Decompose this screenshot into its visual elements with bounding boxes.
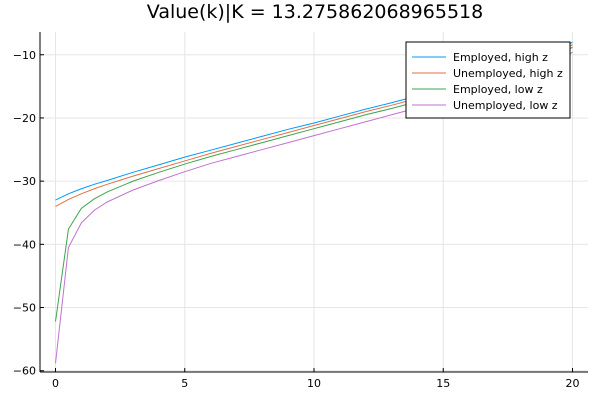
chart-title: Value(k)|K = 13.275862068965518 xyxy=(147,1,483,23)
x-tick-label: 5 xyxy=(181,377,188,390)
y-tick-label: −20 xyxy=(13,112,36,125)
x-tick-label: 20 xyxy=(565,377,579,390)
x-tick-label: 0 xyxy=(52,377,59,390)
y-tick-label: −30 xyxy=(13,175,36,188)
y-tick-label: −40 xyxy=(13,238,36,251)
legend: Employed, high z Unemployed, high z Employ… xyxy=(405,41,571,119)
y-tick-label: −50 xyxy=(13,302,36,315)
y-tick-label: −10 xyxy=(13,49,36,62)
legend-label: Unemployed, low z xyxy=(453,99,558,112)
legend-label: Employed, high z xyxy=(453,51,548,64)
x-tick-label: 10 xyxy=(307,377,321,390)
axes: 0 5 10 15 20 −60 −50 −40 −30 −20 −10 xyxy=(13,32,588,390)
x-tick-label: 15 xyxy=(436,377,450,390)
legend-label: Employed, low z xyxy=(453,83,543,96)
legend-label: Unemployed, high z xyxy=(453,67,563,80)
y-tick-label: −60 xyxy=(13,365,36,378)
